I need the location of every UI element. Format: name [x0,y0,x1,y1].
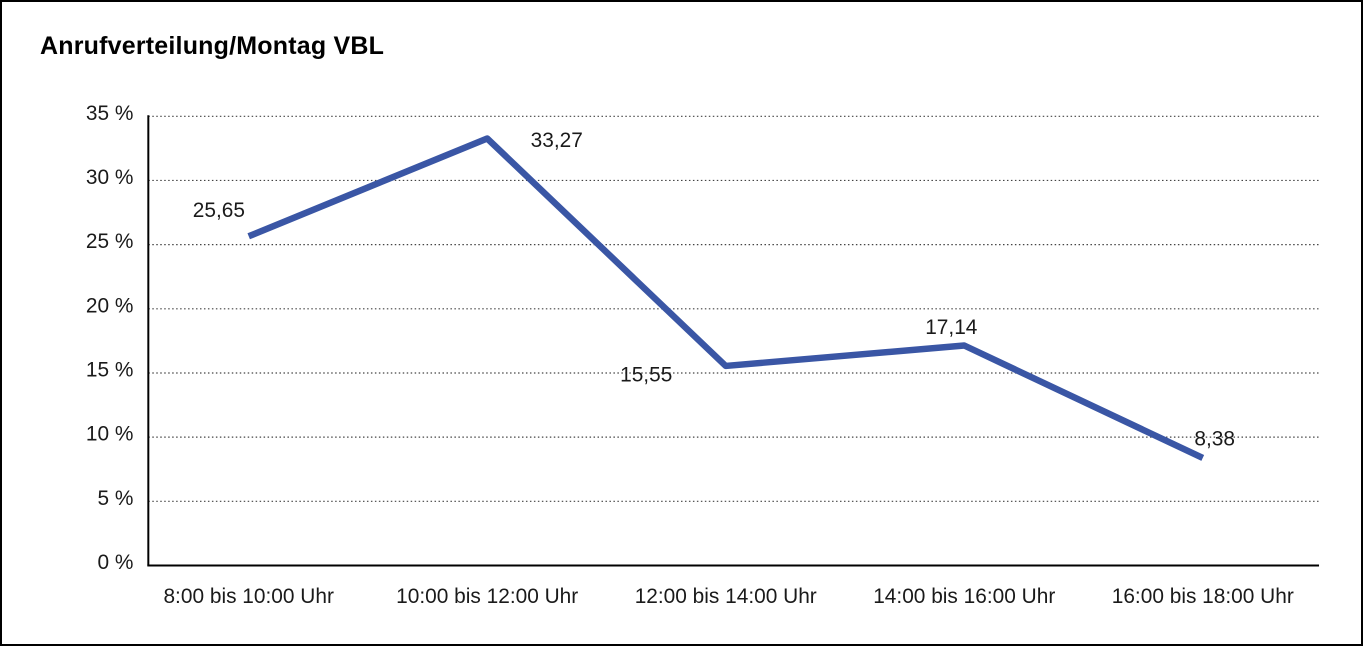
gridlines [148,115,1320,502]
data-point-label: 25,65 [193,199,245,222]
y-axis-tick-label: 30 % [86,166,134,189]
x-axis-category-label: 12:00 bis 14:00 Uhr [635,585,817,608]
y-axis-tick-label: 35 % [86,102,134,125]
y-axis-tick-label: 15 % [86,358,134,381]
series-line [247,135,1205,461]
x-axis-category-label: 14:00 bis 16:00 Uhr [873,585,1055,608]
data-point-label: 33,27 [531,129,583,152]
data-point-label: 8,38 [1194,428,1235,451]
y-axis-tick-label: 5 % [97,487,133,510]
x-axis-category-label: 8:00 bis 10:00 Uhr [163,585,334,608]
y-axis-tick-label: 20 % [86,294,134,317]
y-axis-tick-label: 25 % [86,230,134,253]
y-axis-tick-label: 10 % [86,423,134,446]
chart-title: Anrufverteilung/Montag VBL [40,32,385,60]
x-axis-category-label: 10:00 bis 12:00 Uhr [396,585,578,608]
y-axis-tick-label: 0 % [97,551,133,574]
data-point-label: 15,55 [620,363,672,386]
x-axis-category-label: 16:00 bis 18:00 Uhr [1112,585,1294,608]
data-point-label: 17,14 [925,316,977,339]
